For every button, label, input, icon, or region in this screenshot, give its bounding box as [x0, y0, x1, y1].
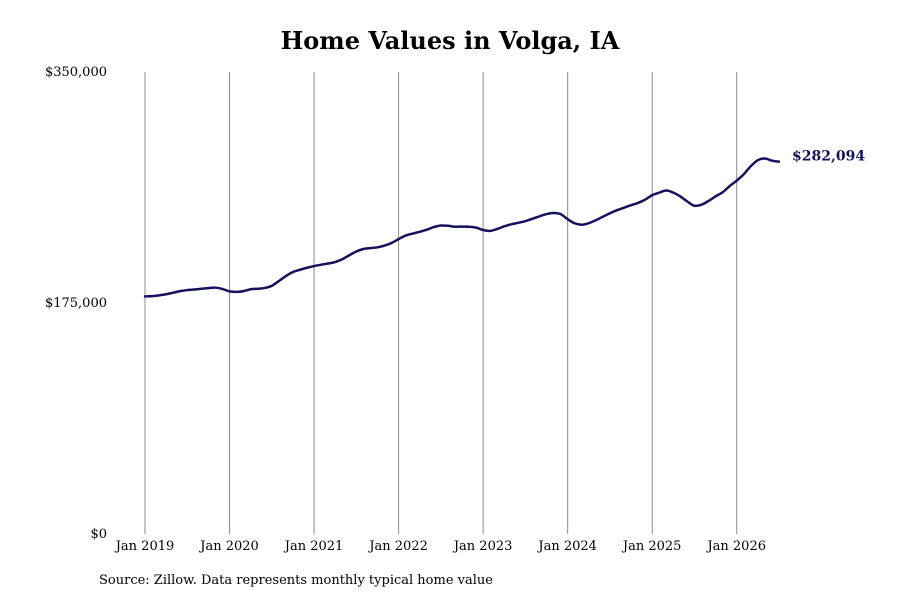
x-tick-label: Jan 2021: [283, 539, 344, 554]
x-tick-label: Jan 2024: [536, 539, 597, 554]
x-gridlines: [144, 72, 738, 534]
x-tick-label: Jan 2019: [114, 539, 175, 554]
y-axis-ticks: $0 $175,000 $350,000: [45, 65, 107, 542]
x-tick-label: Jan 2022: [367, 539, 428, 554]
x-tick-label: Jan 2023: [452, 539, 513, 554]
source-note: Source: Zillow. Data represents monthly …: [99, 573, 493, 588]
x-axis-ticks: Jan 2019 Jan 2020 Jan 2021 Jan 2022 Jan 2023…: [114, 539, 766, 554]
x-tick-label: Jan 2020: [198, 539, 259, 554]
x-tick-label: Jan 2026: [705, 539, 766, 554]
home-value-line: [143, 157, 781, 298]
y-tick-label: $175,000: [45, 296, 107, 311]
chart-title: Home Values in Volga, IA: [280, 26, 620, 55]
x-tick-label: Jan 2025: [621, 539, 682, 554]
y-tick-label: $0: [90, 527, 107, 542]
y-tick-label: $350,000: [45, 65, 107, 80]
end-value-label: $282,094: [792, 149, 865, 165]
